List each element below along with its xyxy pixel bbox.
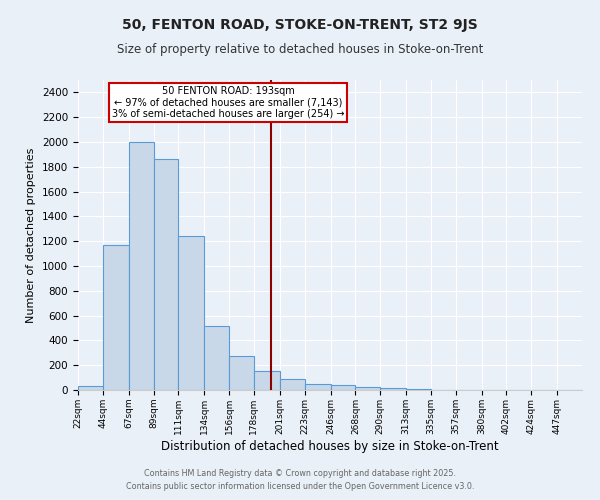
Y-axis label: Number of detached properties: Number of detached properties: [26, 148, 37, 322]
Text: 50 FENTON ROAD: 193sqm
← 97% of detached houses are smaller (7,143)
3% of semi-d: 50 FENTON ROAD: 193sqm ← 97% of detached…: [112, 86, 344, 119]
Text: Size of property relative to detached houses in Stoke-on-Trent: Size of property relative to detached ho…: [117, 42, 483, 56]
Bar: [355, 387, 380, 390]
Bar: [305, 384, 331, 390]
Bar: [178, 236, 204, 390]
Bar: [380, 388, 406, 390]
Bar: [129, 142, 154, 390]
X-axis label: Distribution of detached houses by size in Stoke-on-Trent: Distribution of detached houses by size …: [161, 440, 499, 452]
Text: 50, FENTON ROAD, STOKE-ON-TRENT, ST2 9JS: 50, FENTON ROAD, STOKE-ON-TRENT, ST2 9JS: [122, 18, 478, 32]
Bar: [78, 386, 103, 390]
Bar: [204, 326, 229, 390]
Bar: [154, 160, 178, 390]
Bar: [280, 379, 305, 390]
Bar: [229, 356, 254, 390]
Text: Contains HM Land Registry data © Crown copyright and database right 2025.: Contains HM Land Registry data © Crown c…: [144, 468, 456, 477]
Bar: [254, 371, 280, 390]
Text: Contains public sector information licensed under the Open Government Licence v3: Contains public sector information licen…: [126, 482, 474, 491]
Bar: [103, 245, 129, 390]
Bar: [331, 385, 355, 390]
